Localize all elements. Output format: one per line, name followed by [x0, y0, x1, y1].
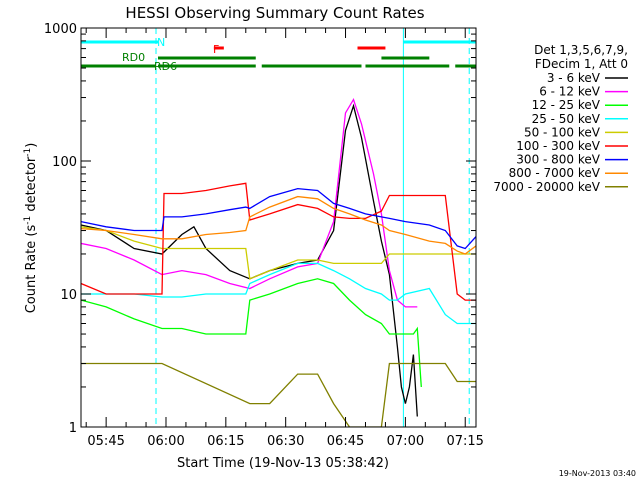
- y-tick-label: 1: [69, 421, 77, 436]
- y-label-sup-2: -1: [23, 148, 33, 157]
- series-line-2: [81, 278, 422, 388]
- x-tick-label: 07:15: [446, 434, 483, 449]
- y-tick-label: 1000: [44, 22, 77, 37]
- series-line-5: [81, 182, 476, 301]
- y-label-part-1: Count Rate (s: [24, 225, 39, 314]
- legend-title-line-1: Det 1,3,5,6,7,9,: [534, 43, 628, 57]
- y-label-part-3: ): [24, 143, 39, 148]
- y-axis-label: Count Rate (s-1 detector-1): [23, 143, 39, 314]
- legend-entry-label: 50 - 100 keV: [524, 125, 601, 139]
- legend-entry-label: 12 - 25 keV: [532, 98, 601, 112]
- x-tick-label: 06:45: [327, 434, 364, 449]
- x-axis: 05:45 06:00 06:15 06:30 06:45 07:00 07:15: [85, 28, 484, 449]
- x-tick-label: 06:30: [267, 434, 304, 449]
- series-line-0: [81, 103, 418, 417]
- x-tick-label: 07:00: [387, 434, 424, 449]
- y-tick-label: 10: [60, 288, 77, 303]
- plot-frame: [80, 27, 477, 428]
- legend-title-line-2: FDecim 1, Att 0: [535, 57, 628, 71]
- flag-label: RD6: [154, 60, 177, 73]
- legend-entry-label: 25 - 50 keV: [532, 112, 601, 126]
- series-line-8: [81, 362, 476, 427]
- y-tick-label: 100: [52, 155, 77, 170]
- series-line-3: [81, 262, 476, 325]
- series-line-1: [81, 97, 418, 308]
- series-line-7: [81, 195, 476, 255]
- legend: Det 1,3,5,6,7,9, FDecim 1, Att 0 3 - 6 k…: [493, 43, 628, 194]
- series-lines: [81, 97, 476, 427]
- series-line-4: [81, 226, 476, 280]
- y-label-sup-1: -1: [23, 216, 33, 225]
- x-axis-label: Start Time (19-Nov-13 05:38:42): [177, 456, 389, 471]
- chart-title: HESSI Observing Summary Count Rates: [125, 4, 424, 22]
- x-tick-label: 06:15: [207, 434, 244, 449]
- legend-entry-label: 6 - 12 keV: [539, 85, 601, 99]
- flag-bars: N F RD0 RD6: [81, 28, 476, 427]
- legend-entry-label: 300 - 800 keV: [516, 153, 600, 167]
- series-line-6: [81, 187, 476, 250]
- x-tick-label: 06:00: [147, 434, 184, 449]
- flag-label: F: [213, 43, 219, 56]
- flag-label: N: [157, 36, 165, 49]
- y-label-part-2: detector: [24, 156, 39, 216]
- legend-entry-label: 800 - 7000 keV: [509, 166, 601, 180]
- date-stamp: 19-Nov-2013 03:40: [559, 469, 636, 478]
- legend-entry-label: 100 - 300 keV: [516, 139, 600, 153]
- x-tick-label: 05:45: [87, 434, 124, 449]
- y-axis: 1 10 100 1000: [44, 22, 476, 436]
- flag-label: RD0: [122, 51, 145, 64]
- legend-entry-label: 7000 - 20000 keV: [493, 180, 600, 194]
- legend-entry-label: 3 - 6 keV: [547, 71, 601, 85]
